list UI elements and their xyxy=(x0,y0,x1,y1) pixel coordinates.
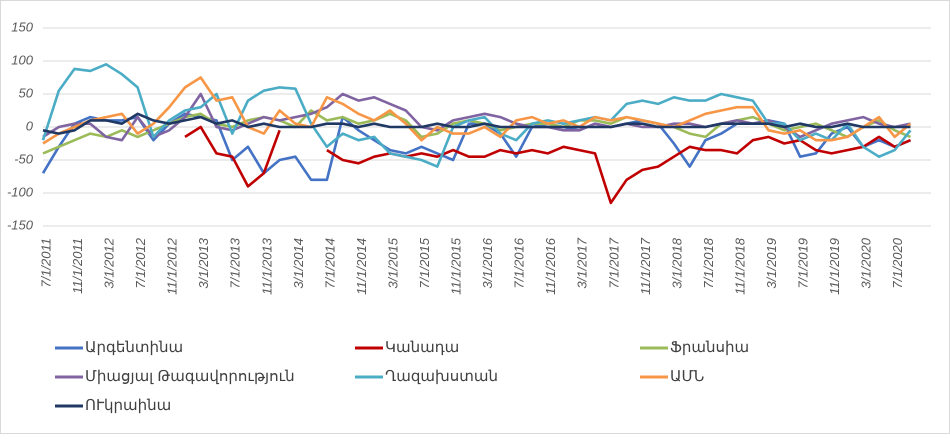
x-tick-label: 3/1/2019 xyxy=(764,238,779,289)
x-tick-label: 7/1/2011 xyxy=(38,238,53,288)
x-tick-label: 7/1/2019 xyxy=(796,238,811,289)
x-tick-label: 7/1/2018 xyxy=(701,237,716,288)
series-line xyxy=(184,125,912,205)
x-tick-label: 11/1/2017 xyxy=(638,237,653,295)
x-tick-label: 7/1/2016 xyxy=(512,237,527,288)
x-tick-label: 7/1/2014 xyxy=(322,238,337,289)
x-tick-label: 3/1/2020 xyxy=(859,237,874,288)
x-tick-label: 3/1/2016 xyxy=(480,237,495,288)
x-tick-label: 3/1/2015 xyxy=(385,237,400,288)
legend-label: Միացյալ Թագավորություն xyxy=(85,368,295,385)
x-tick-label: 11/1/2018 xyxy=(732,237,747,295)
legend-label: Կանադա xyxy=(385,339,459,356)
x-tick-label: 7/1/2012 xyxy=(133,237,148,288)
x-tick-label: 11/1/2012 xyxy=(165,237,180,295)
x-tick-label: 7/1/2017 xyxy=(606,237,621,288)
legend-label: ԱՄՆ xyxy=(670,368,704,385)
y-tick-label: 0 xyxy=(26,118,34,133)
y-tick-label: -50 xyxy=(14,151,34,166)
series-line xyxy=(42,112,911,135)
series-line xyxy=(42,76,912,145)
legend-label: Ղազախստան xyxy=(385,368,498,385)
x-tick-label: 7/1/2013 xyxy=(228,237,243,288)
y-tick-label: -100 xyxy=(7,184,34,199)
series-line xyxy=(41,63,912,168)
legend-label: Արգենտինա xyxy=(85,339,183,356)
x-tick-label: 11/1/2015 xyxy=(449,237,464,295)
x-tick-label: 3/1/2017 xyxy=(575,237,590,288)
x-tick-label: 3/1/2014 xyxy=(291,238,306,289)
x-tick-label: 3/1/2018 xyxy=(669,237,684,288)
legend-label: Ֆրանսիա xyxy=(670,339,749,356)
x-tick-label: 7/1/2020 xyxy=(890,237,905,288)
legend-label: ՈՒկրաինա xyxy=(85,397,171,414)
x-tick-label: 11/1/2013 xyxy=(259,237,274,295)
x-tick-label: 3/1/2013 xyxy=(196,237,211,288)
x-tick-label: 7/1/2015 xyxy=(417,237,432,288)
x-tick-label: 11/1/2011 xyxy=(70,238,85,294)
y-tick-label: -150 xyxy=(7,217,34,232)
x-tick-label: 3/1/2012 xyxy=(102,237,117,288)
x-tick-label: 11/1/2016 xyxy=(543,237,558,295)
x-tick-label: 11/1/2019 xyxy=(827,238,842,295)
y-tick-label: 50 xyxy=(19,85,34,100)
y-tick-label: 150 xyxy=(11,19,33,34)
x-tick-label: 11/1/2014 xyxy=(354,238,369,295)
y-tick-label: 100 xyxy=(11,52,33,67)
